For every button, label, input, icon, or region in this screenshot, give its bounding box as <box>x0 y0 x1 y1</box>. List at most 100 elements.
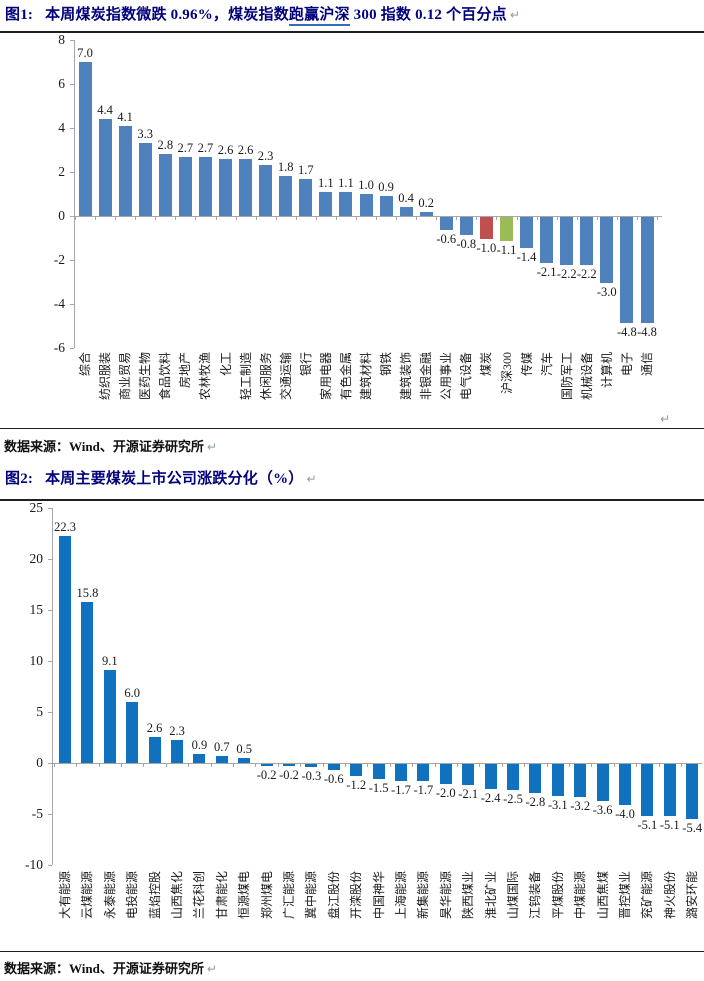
figure1-number: 图1: <box>5 7 34 23</box>
y-axis-tick <box>70 216 74 217</box>
category-label-蓝焰控股: 蓝焰控股 <box>147 871 162 920</box>
category-label-开滦股份: 开滦股份 <box>349 871 364 920</box>
y-axis-tick <box>70 260 74 261</box>
chart2-bottom-divider-line <box>0 951 704 953</box>
bar-中国神华 <box>372 764 385 780</box>
bar-兖矿能源 <box>641 764 654 816</box>
category-label-新集能源: 新集能源 <box>416 871 431 920</box>
y-axis-tick <box>48 559 52 560</box>
y-axis-tick-label: -10 <box>25 857 43 872</box>
y-axis-tick <box>48 610 52 611</box>
x-axis-tick <box>516 216 518 220</box>
category-label-山西焦煤: 山西焦煤 <box>595 871 610 920</box>
bar-value-label: -1.5 <box>368 781 389 796</box>
y-axis-tick <box>48 661 52 662</box>
x-axis-tick <box>591 763 593 767</box>
bar-value-label: 2.6 <box>217 142 234 157</box>
y-axis-tick <box>70 128 74 129</box>
category-label-晋控煤业: 晋控煤业 <box>618 871 632 920</box>
x-axis-tick <box>355 216 357 220</box>
bar-value-label: -3.6 <box>592 802 613 817</box>
bar-value-label: -0.6 <box>436 232 457 247</box>
bar-山煤国际 <box>507 764 519 790</box>
bar-钢铁 <box>379 196 393 216</box>
category-label-山煤国际: 山煤国际 <box>506 871 520 920</box>
x-axis-tick <box>436 216 438 220</box>
x-axis-tick <box>596 216 598 220</box>
category-label-神火股份: 神火股份 <box>662 871 677 920</box>
bar-淮北矿业 <box>484 764 497 789</box>
y-axis-tick-label: 2 <box>58 164 65 179</box>
x-axis-tick <box>345 763 346 767</box>
x-axis-tick <box>576 216 578 220</box>
figure1-title: 图1: 本周煤炭指数微跌 0.96%，煤炭指数跑赢沪深 300 指数 0.12 个… <box>5 3 520 26</box>
bar-value-label: -2.2 <box>556 267 577 282</box>
bar-电子 <box>620 217 634 323</box>
bar-value-label: -3.1 <box>547 797 568 812</box>
bar-value-label: -5.1 <box>659 818 680 832</box>
bar-value-label: -5.1 <box>637 818 658 832</box>
category-label-昊华能源: 昊华能源 <box>438 871 453 920</box>
bar-value-label: 2.3 <box>257 149 274 164</box>
figure2-title: 图2: 本周主要煤炭上市公司涨跌分化（%） ↵ <box>5 467 317 488</box>
figure2-number: 图2: <box>5 471 34 487</box>
x-axis-tick <box>396 216 398 220</box>
bar-新集能源 <box>417 764 430 782</box>
bar-value-label: 15.8 <box>76 585 99 600</box>
y-axis-tick-label: -4 <box>53 296 65 311</box>
y-axis-tick <box>48 763 52 764</box>
category-label-永泰能源: 永泰能源 <box>102 871 117 920</box>
bar-计算机 <box>600 217 614 283</box>
x-axis-tick <box>389 763 391 767</box>
bar-昊华能源 <box>439 764 452 785</box>
x-axis-tick <box>636 763 638 767</box>
x-axis-tick <box>658 763 660 767</box>
y-axis-tick-label: 10 <box>29 653 44 668</box>
x-axis-tick <box>188 763 190 767</box>
x-axis-tick <box>98 763 100 767</box>
bar-传媒 <box>520 217 533 248</box>
bar-银行 <box>299 178 313 216</box>
figure1-title-text: 本周煤炭指数微跌 0.96%，煤炭指数 <box>45 7 289 23</box>
bar-医药生物 <box>138 143 152 216</box>
category-label-平煤股份: 平煤股份 <box>550 871 565 920</box>
bar-value-label: -1.0 <box>476 241 497 255</box>
y-axis-tick <box>70 40 74 41</box>
bar-value-label: -0.2 <box>256 768 277 782</box>
category-label-陕西煤业: 陕西煤业 <box>461 871 476 920</box>
y-axis-tick-label: 0 <box>58 208 65 223</box>
bar-非银金融 <box>419 211 433 216</box>
x-axis-tick <box>135 216 137 220</box>
bar-郑州煤电 <box>260 764 273 766</box>
x-axis-tick <box>613 763 615 767</box>
category-label-中国神华: 中国神华 <box>371 871 386 920</box>
x-axis-tick <box>556 216 558 220</box>
category-label-山西焦化: 山西焦化 <box>170 871 184 920</box>
y-axis-tick <box>48 508 52 509</box>
paragraph-mark-icon: ↵ <box>660 412 671 426</box>
y-axis-tick <box>70 304 74 305</box>
bar-建筑装饰 <box>399 207 413 216</box>
bar-纺织服装 <box>98 119 112 216</box>
category-label-广汇能源: 广汇能源 <box>282 871 296 920</box>
x-axis-tick <box>155 216 157 220</box>
x-axis-line <box>52 763 702 764</box>
bar-value-label: -5.4 <box>682 821 703 836</box>
x-axis-line <box>74 216 662 217</box>
y-axis-tick <box>48 814 52 815</box>
bar-化工 <box>219 158 232 216</box>
bar-江钨装备 <box>529 764 542 793</box>
y-axis-tick <box>48 865 52 866</box>
bar-交通运输 <box>279 176 293 216</box>
title-divider-line <box>0 31 704 34</box>
x-axis-tick <box>255 216 257 220</box>
x-axis-tick <box>95 216 96 220</box>
x-axis-tick <box>367 763 369 767</box>
x-axis-tick <box>165 763 167 767</box>
bar-公用事业 <box>439 217 453 231</box>
bar-商业贸易 <box>118 125 132 216</box>
bar-value-label: -0.6 <box>323 772 344 787</box>
bar-机械设备 <box>580 217 594 266</box>
